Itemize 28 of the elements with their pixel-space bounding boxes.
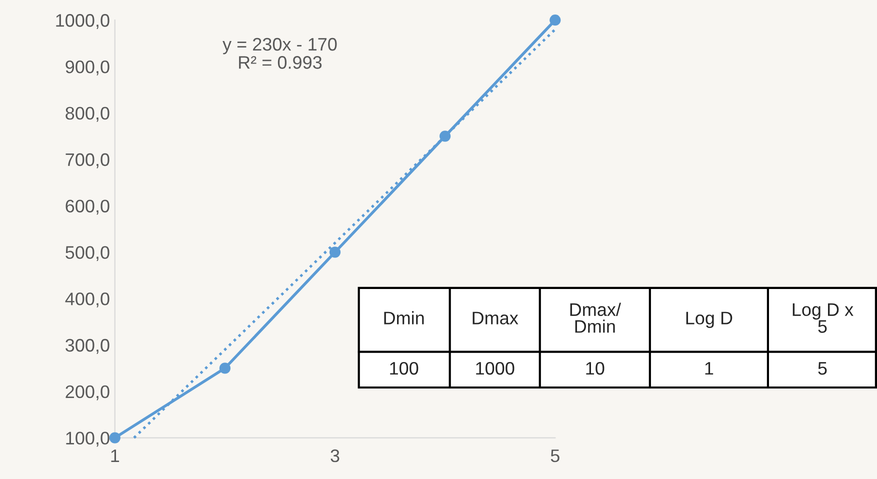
y-tick-label: 1000,0 — [56, 14, 110, 29]
point — [109, 432, 120, 444]
text: 5 — [818, 362, 827, 375]
text: Log D x 5 — [792, 303, 854, 333]
annotation: Dmax — [472, 312, 518, 324]
y-tick-label: 700,0 — [66, 153, 110, 168]
point — [550, 14, 561, 26]
text: Log D — [686, 312, 732, 328]
text: 10 — [586, 362, 604, 375]
x-tick-label: 5 — [550, 450, 560, 462]
annotation: 1000 — [476, 362, 514, 375]
text: 1 — [705, 362, 714, 375]
point — [219, 362, 231, 374]
y-tick-label: 800,0 — [66, 106, 110, 122]
y-tick-label: 600,0 — [66, 200, 110, 215]
x-tick-label: 1 — [111, 450, 120, 462]
annotation: 100 — [390, 362, 418, 375]
text: Dmax/ Dmin — [570, 302, 621, 333]
y-tick-label: 500,0 — [66, 246, 110, 262]
y-tick-label: 100,0 — [66, 432, 110, 447]
x-tick-label: 3 — [330, 449, 340, 462]
annotation: y = 230x - 170 R² = 0.993 — [222, 38, 337, 69]
point — [329, 246, 341, 258]
y-tick-label: 300,0 — [66, 338, 110, 354]
y-tick-label: 400,0 — [65, 292, 110, 308]
y-tick-label: 200,0 — [66, 385, 110, 400]
annotation: Dmin — [384, 311, 424, 324]
y-tick-label: 900,0 — [66, 60, 110, 76]
